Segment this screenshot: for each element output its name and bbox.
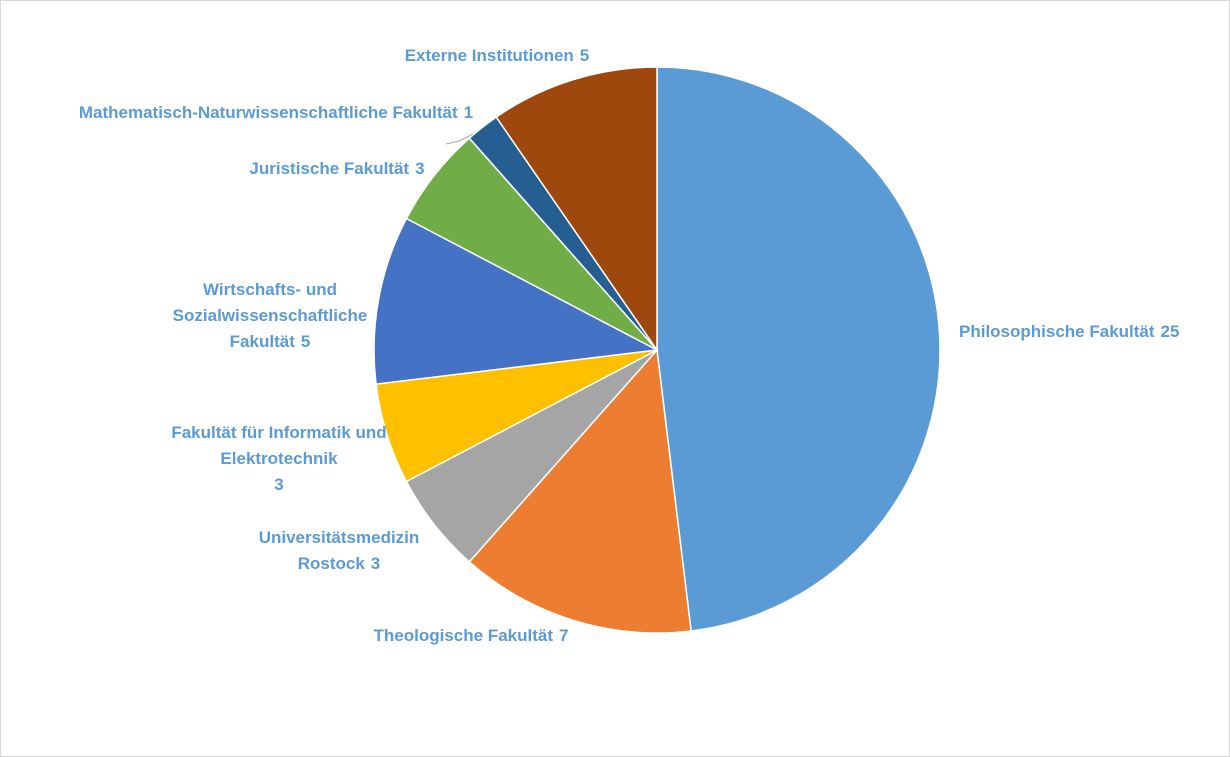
data-label: Juristische Fakultät 3 (227, 156, 447, 182)
label-category: Fakultät für Informatik und Elektrotechn… (171, 423, 387, 468)
data-label: Wirtschafts- und Sozialwissenschaftliche… (155, 277, 385, 355)
label-category: Theologische Fakultät (373, 626, 553, 645)
label-value: 1 (463, 103, 474, 122)
pie-slice (495, 66, 658, 353)
label-category: Mathematisch-Naturwissenschaftliche Faku… (78, 103, 458, 122)
label-category: Wirtschafts- und Sozialwissenschaftliche… (172, 280, 368, 351)
data-label: Universitätsmedizin Rostock 3 (239, 525, 439, 577)
pie-slice (373, 217, 660, 385)
label-value: 5 (579, 46, 590, 65)
data-label: Philosophische Fakultät 25 (959, 319, 1219, 345)
label-value: 3 (274, 475, 284, 494)
label-value: 25 (1160, 322, 1180, 341)
pie-slice (468, 348, 692, 634)
data-label: Fakultät für Informatik und Elektrotechn… (169, 420, 389, 498)
label-category: Philosophische Fakultät (959, 322, 1155, 341)
label-value: 7 (559, 626, 569, 645)
data-label: Externe Institutionen 5 (377, 43, 617, 69)
data-label: Mathematisch-Naturwissenschaftliche Faku… (41, 100, 511, 126)
label-category: Universitätsmedizin Rostock (258, 528, 420, 573)
pie-slice (656, 66, 941, 632)
label-value: 3 (370, 554, 381, 573)
label-value: 3 (415, 159, 425, 178)
label-category: Juristische Fakultät (249, 159, 410, 178)
label-category: Externe Institutionen (404, 46, 574, 65)
label-value: 5 (300, 332, 311, 351)
data-label: Theologische Fakultät 7 (356, 623, 586, 649)
